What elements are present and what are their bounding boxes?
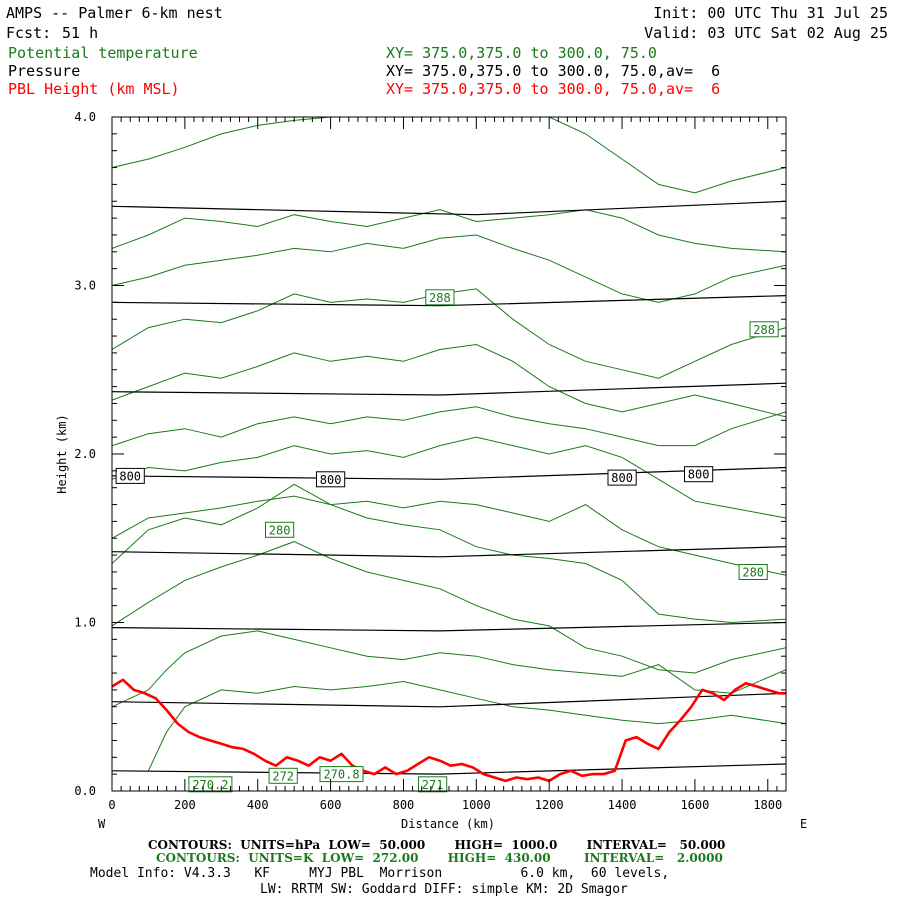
plot-frame: [111, 116, 787, 792]
pressure-contour-700: [112, 295, 786, 307]
y-tick-label: 4.0: [74, 110, 96, 124]
theta-contour-0: [112, 541, 786, 674]
plot-title: AMPS -- Palmer 6-km nest: [6, 4, 223, 22]
pressure-contour-label: 800: [688, 468, 710, 482]
field-theta-label: Potential temperature: [8, 44, 198, 62]
pressure-contour-label-box: [115, 467, 145, 484]
theta-contour-label: 270.2: [192, 778, 228, 792]
theta-contour-4: [112, 406, 786, 447]
pressure-contour-label-box: [316, 471, 346, 488]
x-axis-label: Distance (km): [401, 817, 495, 831]
pressure-contour-label: 800: [320, 473, 342, 487]
theta-contour-label: 271: [422, 778, 444, 792]
x-tick-label: 0: [108, 798, 115, 812]
theta-contour-label-box: [268, 767, 298, 784]
footer-physics: LW: RRTM SW: Goddard DIFF: simple KM: 2D…: [260, 882, 628, 897]
pressure-contour-850: [112, 546, 786, 558]
valid-time: Valid: 03 UTC Sat 02 Aug 25: [644, 24, 888, 42]
theta-contour-label: 280: [742, 566, 764, 580]
theta-contours: [112, 117, 786, 772]
contour-labels: 800 800 800 800 288 288 280 280 270.2 272 270.8 271: [115, 289, 779, 793]
theta-contour-label: 280: [269, 523, 291, 537]
pbl-height-line: [112, 678, 786, 783]
field-pressure-xy: XY= 375.0,375.0 to 300.0, 75.0,av= 6: [386, 62, 721, 80]
forecast-label: Fcst:: [6, 24, 52, 42]
x-tick-label: 800: [393, 798, 415, 812]
theta-contour-label-box: [738, 564, 768, 580]
x-tick-label: 1000: [462, 798, 491, 812]
field-theta-xy: XY= 375.0,375.0 to 300.0, 75.0: [386, 44, 657, 62]
theta-contour-9: [112, 117, 786, 194]
theta-contour-label: 288: [429, 291, 451, 305]
theta-contour-label-box: [319, 766, 364, 783]
field-pbl-xy: XY= 375.0,375.0 to 300.0, 75.0,av= 6: [386, 80, 721, 98]
theta-contour-1: [112, 483, 786, 624]
pressure-contour-950: [112, 692, 786, 708]
field-pressure-label: Pressure: [8, 62, 81, 80]
east-label: E: [800, 817, 807, 831]
pressure-contour-label: 800: [611, 471, 633, 485]
pressure-contour-900: [112, 621, 786, 632]
pressure-contour-1000: [112, 763, 786, 775]
theta-contour-label-box: [265, 521, 295, 538]
init-time: Init: 00 UTC Thu 31 Jul 25: [653, 4, 888, 22]
theta-contour-label: 272: [272, 769, 294, 783]
x-tick-label: 200: [174, 798, 196, 812]
pressure-contour-650: [112, 200, 786, 216]
pressure-contours: [112, 200, 786, 775]
footer-theta-contours: CONTOURS: UNITS=K LOW= 272.00 HIGH= 430.…: [156, 851, 723, 865]
west-label: W: [98, 817, 106, 831]
pbl-height-series: [112, 678, 786, 783]
footer-model-info: Model Info: V4.3.3 KF MYJ PBL Morrison 6…: [90, 866, 670, 881]
theta-contour-2: [112, 495, 786, 576]
x-tick-label: 400: [247, 798, 269, 812]
x-tick-label: 1800: [753, 798, 782, 812]
pressure-contour-750: [112, 382, 786, 396]
axes: 0 200 400 600 800 1000 1200 1400 1600 1800 0.0 1.0 2…: [74, 110, 787, 812]
theta-contour-11: [147, 680, 786, 772]
field-pbl-label: PBL Height (km MSL): [8, 80, 180, 98]
y-tick-label: 1.0: [74, 616, 96, 630]
theta-contour-5: [112, 343, 786, 418]
theta-contour-8: [112, 209, 786, 253]
footer-pressure-contours: CONTOURS: UNITS=hPa LOW= 50.000 HIGH= 10…: [148, 838, 726, 852]
y-tick-label: 0.0: [74, 784, 96, 798]
theta-contour-label: 270.8: [323, 768, 359, 782]
forecast-value: 51 h: [62, 24, 99, 42]
y-tick-label: 2.0: [74, 447, 96, 461]
x-tick-label: 600: [320, 798, 342, 812]
theta-contour-7: [112, 234, 786, 303]
x-tick-label: 1400: [608, 798, 637, 812]
y-axis-label: Height (km): [55, 414, 69, 493]
theta-contour-label: 288: [753, 323, 775, 337]
pressure-contour-800: [112, 466, 786, 480]
x-tick-label: 1600: [680, 798, 709, 812]
theta-contour-label-box: [749, 321, 779, 338]
pressure-contour-label-box: [684, 466, 714, 483]
x-tick-label: 1200: [535, 798, 564, 812]
theta-contour-label-box: [425, 289, 455, 306]
pressure-contour-label-box: [607, 469, 637, 486]
y-tick-label: 3.0: [74, 279, 96, 293]
theta-contour-10: [112, 630, 786, 708]
pressure-contour-label: 800: [119, 469, 141, 483]
theta-contour-3: [112, 436, 786, 519]
